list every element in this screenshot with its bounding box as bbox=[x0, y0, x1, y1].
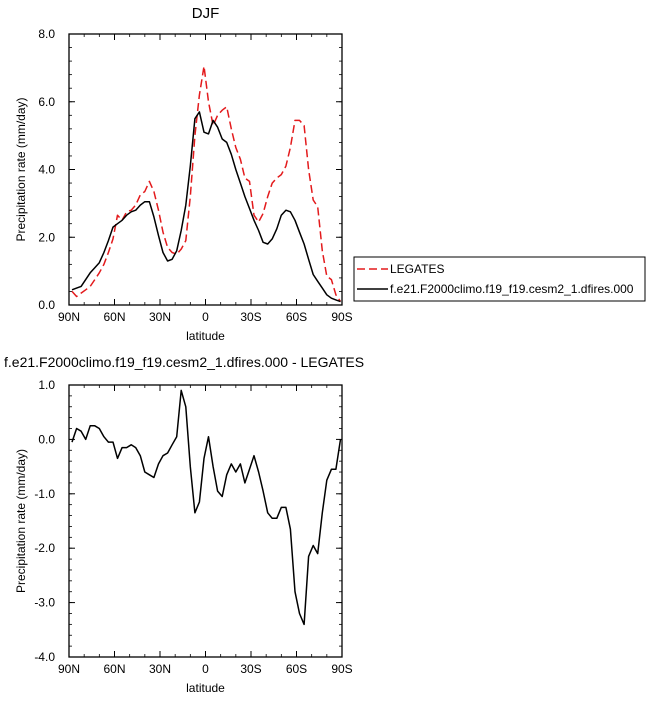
bottom-panel-difference: f.e21.F2000climo.f19_f19.cesm2_1.dfires.… bbox=[4, 354, 364, 695]
x-axis-label: latitude bbox=[186, 681, 225, 695]
x-tick-label: 90N bbox=[58, 662, 80, 676]
y-tick-label: 8.0 bbox=[38, 27, 55, 41]
y-tick-label: 0.0 bbox=[38, 298, 55, 312]
y-tick-label: -4.0 bbox=[34, 650, 55, 664]
y-tick-label: -1.0 bbox=[34, 487, 55, 501]
x-tick-label: 30S bbox=[240, 310, 261, 324]
x-tick-label: 30N bbox=[149, 310, 171, 324]
top-panel-djf-precipitation: DJF 90N 60N 30N 0 30S 60S 90S 0.0 2.0 4.0 6.0 8.0 lat… bbox=[14, 5, 353, 343]
y-tick-label: 0.0 bbox=[38, 432, 55, 446]
legend-label: f.e21.F2000climo.f19_f19.cesm2_1.dfires.… bbox=[390, 282, 634, 296]
x-tick-label: 60S bbox=[286, 662, 307, 676]
y-tick-label: -2.0 bbox=[34, 541, 55, 555]
x-tick-label: 0 bbox=[202, 662, 209, 676]
x-tick-label: 90S bbox=[331, 662, 352, 676]
series-line-1 bbox=[71, 111, 341, 303]
x-tick-label: 60N bbox=[103, 662, 125, 676]
y-axis-label: Precipitation rate (mm/day) bbox=[14, 449, 28, 593]
x-tick-label: 90N bbox=[58, 310, 80, 324]
y-tick-label: -3.0 bbox=[34, 596, 55, 610]
legend: LEGATES f.e21.F2000climo.f19_f19.cesm2_1.… bbox=[353, 256, 646, 302]
x-tick-label: 60S bbox=[286, 310, 307, 324]
chart-title: DJF bbox=[192, 5, 220, 22]
x-tick-label: 30N bbox=[149, 662, 171, 676]
x-tick-label: 30S bbox=[240, 662, 261, 676]
y-axis-label: Precipitation rate (mm/day) bbox=[14, 97, 28, 241]
chart-title: f.e21.F2000climo.f19_f19.cesm2_1.dfires.… bbox=[4, 354, 364, 370]
x-axis-label: latitude bbox=[186, 329, 225, 343]
legend-label: LEGATES bbox=[390, 262, 444, 276]
series-line-0 bbox=[71, 65, 342, 303]
x-tick-label: 90S bbox=[331, 310, 352, 324]
y-tick-label: 6.0 bbox=[38, 95, 55, 109]
x-tick-label: 0 bbox=[202, 310, 209, 324]
legend-box bbox=[353, 256, 646, 302]
y-tick-label: 2.0 bbox=[38, 230, 55, 244]
series-line-0 bbox=[71, 389, 342, 626]
y-tick-label: 4.0 bbox=[38, 163, 55, 177]
x-tick-label: 60N bbox=[103, 310, 125, 324]
y-tick-label: 1.0 bbox=[38, 378, 55, 392]
